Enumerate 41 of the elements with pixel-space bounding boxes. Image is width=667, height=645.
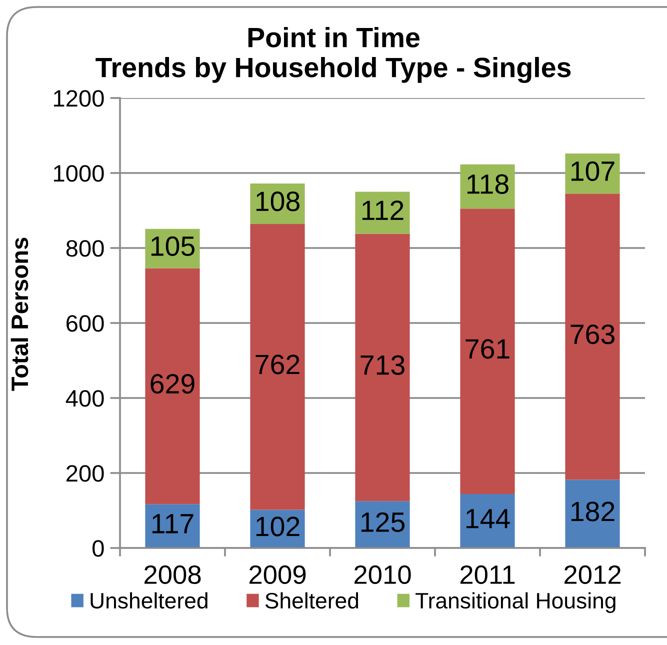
y-tick-label: 1000: [54, 165, 104, 182]
data-label: 762: [256, 354, 300, 374]
bar: [460, 494, 515, 548]
bar: [460, 208, 515, 494]
data-label: 107: [571, 161, 614, 182]
data-label: 117: [152, 514, 194, 534]
x-tick-label: 2008: [144, 565, 201, 584]
bar: [145, 268, 200, 504]
data-label: 108: [256, 192, 300, 212]
bar: [565, 194, 620, 480]
legend-label: Sheltered: [265, 592, 358, 609]
bar: [355, 192, 410, 234]
x-tick-label: 2010: [354, 565, 411, 584]
data-label: 713: [360, 355, 404, 375]
legend-label: Transitional Housing: [416, 592, 616, 613]
data-label: 112: [362, 200, 404, 220]
y-tick-label: 1200: [54, 90, 104, 107]
data-label: 105: [151, 236, 195, 256]
data-label: 125: [361, 512, 405, 532]
data-label: 118: [467, 174, 508, 194]
bar: [145, 504, 200, 548]
y-tick-label: 400: [66, 390, 104, 407]
data-label: 629: [150, 374, 194, 394]
chart-title: Point in Time Trends by Household Type - Singles: [96, 27, 571, 83]
y-tick-label: 0: [92, 540, 104, 557]
data-label: 761: [466, 339, 510, 359]
data-label: 144: [466, 509, 510, 528]
bar: [355, 234, 410, 502]
y-tick-label: 800: [66, 240, 104, 257]
data-label: 102: [256, 516, 300, 536]
x-tick-label: 2011: [460, 565, 515, 584]
legend-label: Unsheltered: [90, 592, 208, 609]
bar: [250, 224, 305, 510]
bar: [565, 480, 620, 548]
data-label: 182: [571, 502, 614, 522]
x-tick-label: 2012: [564, 565, 621, 584]
data-label: 763: [570, 324, 614, 344]
y-tick-label: 600: [66, 315, 104, 332]
y-axis-title: Total Persons: [10, 238, 28, 391]
x-tick-label: 2009: [249, 565, 306, 584]
y-tick-label: 200: [66, 465, 104, 482]
